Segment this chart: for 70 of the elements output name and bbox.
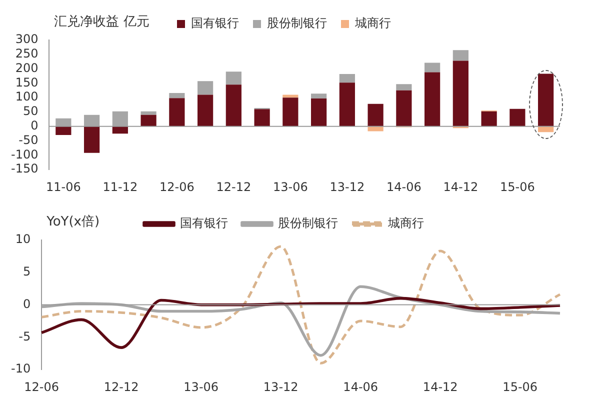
y-tick-label: 50 [22,104,38,118]
bar [169,92,185,98]
legend-label: 城商行 [387,216,424,230]
bar [481,111,497,126]
bar [510,108,526,126]
bar [112,126,128,134]
line-series [40,245,562,364]
y-tick-label: 150 [15,75,38,90]
bar [198,81,214,95]
bar [226,84,242,126]
chart-title: YoY(x倍) [46,214,100,230]
bar [282,94,298,98]
bar [339,74,355,83]
bar [198,94,214,126]
bar [538,74,554,126]
bar [452,60,468,126]
legend-label: 股份制银行 [278,216,338,230]
bar [226,72,242,85]
x-tick-label: 13-06 [272,180,308,194]
y-tick-label: -100 [11,147,38,162]
x-tick-label: 13-12 [263,380,298,394]
line-series [40,285,562,357]
bar [56,126,72,136]
y-tick-label: 10 [15,232,31,246]
x-tick-label: 12-12 [216,180,252,194]
y-tick-label: -10 [10,362,31,376]
y-tick-label: 100 [15,90,38,104]
bar [311,94,327,98]
legend-label: 城商行 [354,16,391,30]
x-tick-label: 14-06 [386,180,422,194]
bar [339,82,355,126]
x-tick-label: 13-12 [330,180,365,194]
x-tick-label: 15-06 [500,180,535,194]
legend-label: 国有银行 [191,16,239,30]
y-tick-label: 0 [30,118,38,133]
bar [140,114,156,126]
bar [396,84,412,90]
x-tick-label: 14-12 [422,380,458,394]
bar [424,72,440,126]
y-tick-label: 0 [22,296,31,311]
x-tick-label: 12-12 [104,380,139,394]
y-tick-label: -150 [11,162,38,176]
bar [282,98,298,126]
bar [452,50,468,61]
x-tick-label: 12-06 [159,180,194,194]
legend-label: 国有银行 [180,216,228,230]
y-tick-label: 200 [15,60,38,75]
x-tick-label: 14-12 [443,180,478,194]
bar [396,90,412,126]
x-tick-label: 14-06 [343,380,378,394]
bar [368,104,384,126]
bar [368,126,384,132]
bar [424,62,440,72]
bar [169,98,185,126]
x-tick-label: 12-06 [24,380,60,394]
y-tick-label: -5 [18,329,31,344]
y-tick-label: 5 [22,264,31,279]
bar [254,109,270,126]
x-tick-label: 13-06 [184,380,219,394]
y-tick-label: 300 [15,32,38,46]
y-tick-label: 250 [15,46,38,61]
bar [84,126,100,153]
x-tick-label: 15-06 [502,380,538,394]
y-tick-label: -50 [18,132,38,147]
chart-title: 汇兑净收益 亿元 [54,14,150,30]
x-tick-label: 11-12 [102,180,138,194]
bar [311,98,327,126]
bar [140,111,156,115]
x-tick-label: 11-06 [46,180,81,194]
legend-label: 股份制银行 [267,16,327,30]
